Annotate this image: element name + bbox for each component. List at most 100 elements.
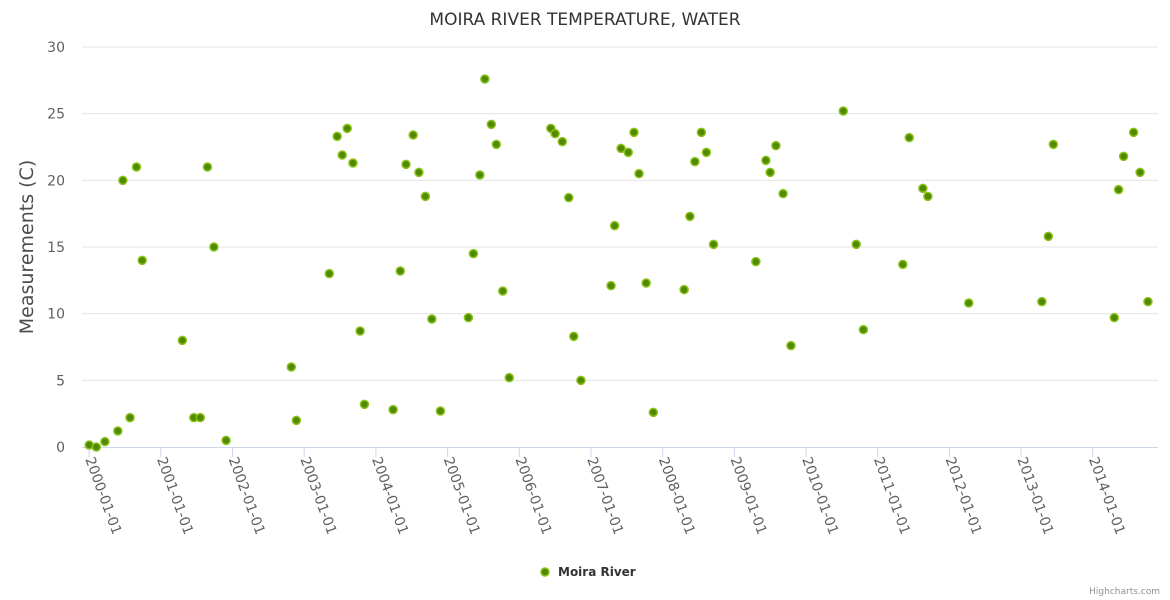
data-point[interactable] [291,415,302,426]
data-point[interactable] [606,280,616,291]
data-point[interactable] [904,132,915,143]
data-point[interactable] [771,140,781,151]
data-point[interactable] [221,435,231,446]
data-point[interactable] [557,136,568,147]
x-tick-label: 2007-01-01 [583,455,626,537]
data-point[interactable] [1113,184,1124,195]
y-tick-label: 20 [47,173,65,189]
data-point[interactable] [486,119,497,130]
data-point[interactable] [838,106,849,116]
data-point[interactable] [679,284,689,295]
data-point[interactable] [342,123,352,134]
data-point[interactable] [420,191,431,202]
x-tick-label: 2012-01-01 [942,455,985,537]
data-point[interactable] [701,147,712,158]
y-tick-label: 5 [56,373,65,389]
data-point[interactable] [761,155,771,166]
data-point[interactable] [623,147,633,158]
data-point[interactable] [337,150,347,160]
data-point[interactable] [563,192,574,203]
x-axis: 2000-01-01 2001-01-01 2002-01-01 2003-01-01… [81,447,1158,537]
data-point[interactable] [91,442,102,452]
data-point[interactable] [427,314,437,324]
x-tick-label: 2013-01-01 [1013,455,1056,537]
data-point[interactable] [414,167,424,178]
y-tick-label: 0 [56,440,65,456]
data-point[interactable] [463,312,474,323]
data-point[interactable] [1143,296,1153,307]
data-point[interactable] [786,340,796,351]
data-point[interactable] [696,127,707,138]
data-point[interactable] [858,324,869,335]
data-point[interactable] [609,220,620,231]
data-point[interactable] [177,335,188,346]
data-point[interactable] [708,239,719,250]
data-point[interactable] [355,326,365,336]
data-point[interactable] [468,248,479,259]
data-point[interactable] [923,191,933,202]
data-point[interactable] [576,375,586,386]
data-point[interactable] [195,412,206,423]
data-point[interactable] [898,259,908,270]
data-point[interactable] [569,331,579,342]
data-point[interactable] [629,127,639,138]
data-point[interactable] [137,255,147,266]
chart-title: MOIRA RIVER TEMPERATURE, WATER [429,10,740,30]
data-point[interactable] [634,168,644,179]
data-point[interactable] [480,74,490,84]
data-point[interactable] [550,128,560,139]
data-point[interactable] [616,143,626,154]
data-point[interactable] [113,426,123,436]
data-point[interactable] [504,372,514,383]
data-point[interactable] [765,167,775,178]
legend-item-moira-river[interactable]: Moira River [540,565,636,579]
data-point[interactable] [918,183,928,194]
data-point[interactable] [1128,127,1139,138]
data-point[interactable] [435,406,446,416]
data-point[interactable] [131,162,142,172]
legend-label: Moira River [558,565,636,579]
data-point[interactable] [851,239,861,250]
x-tick-label: 2005-01-01 [440,455,483,537]
data-point[interactable] [641,278,651,288]
data-point[interactable] [395,266,406,276]
data-point[interactable] [1135,167,1145,178]
gridlines [82,46,1158,381]
data-point[interactable] [685,211,695,222]
x-tick-label: 2003-01-01 [296,455,339,537]
x-tick-label: 2001-01-01 [153,455,196,537]
data-point[interactable] [202,162,213,172]
highcharts-credit[interactable]: Highcharts.com [1089,587,1160,597]
data-point[interactable] [1048,139,1059,150]
data-point[interactable] [491,139,502,150]
data-point[interactable] [648,407,659,418]
data-point[interactable] [348,158,358,168]
data-point[interactable] [388,404,398,415]
data-point[interactable] [1037,296,1047,307]
y-tick-label: 25 [47,107,65,123]
data-point[interactable] [1109,312,1120,323]
data-point[interactable] [286,362,297,372]
x-tick-label: 2010-01-01 [798,455,841,537]
data-point[interactable] [964,298,974,308]
data-point[interactable] [690,156,700,167]
data-point[interactable] [498,286,508,296]
data-point[interactable] [751,256,761,267]
data-point[interactable] [118,175,128,186]
data-point[interactable] [209,242,219,252]
data-point[interactable] [1043,231,1054,242]
data-point[interactable] [401,159,411,170]
x-tick-label: 2004-01-01 [368,455,411,537]
data-point[interactable] [324,268,335,279]
data-point[interactable] [359,399,370,410]
data-point[interactable] [475,170,485,180]
data-point[interactable] [125,412,135,423]
series-moira-river [84,74,1153,452]
data-point[interactable] [1118,151,1129,162]
data-point[interactable] [408,130,418,140]
data-point[interactable] [332,131,342,142]
data-point[interactable] [100,436,110,447]
data-point[interactable] [778,188,788,199]
